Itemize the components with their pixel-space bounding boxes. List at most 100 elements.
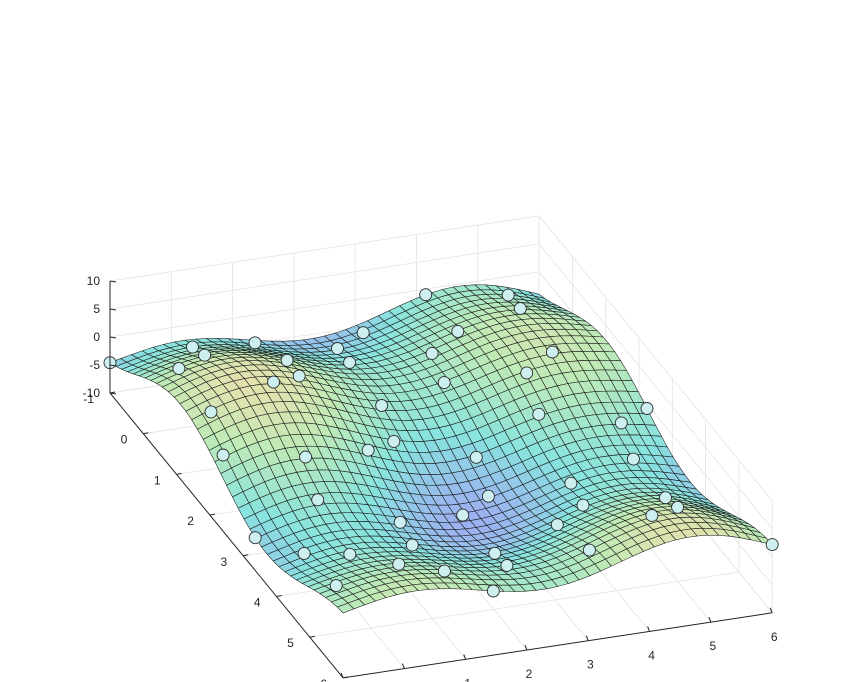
data-marker [387, 434, 401, 448]
z-tick-mark [109, 280, 117, 283]
data-marker [488, 546, 502, 560]
data-marker [356, 326, 370, 340]
data-marker [486, 584, 500, 598]
z-tick-label: -10 [83, 386, 101, 400]
y-tick-mark [340, 672, 344, 679]
x-tick-mark [209, 513, 215, 516]
data-marker [550, 518, 564, 532]
x-tick-mark [109, 391, 116, 394]
data-marker [626, 452, 640, 466]
y-axis-line [343, 612, 773, 679]
data-marker [331, 342, 344, 355]
z-tick-label: 5 [93, 302, 100, 316]
z-tick-label: -5 [89, 358, 100, 372]
data-marker [501, 288, 515, 302]
grid-line [309, 571, 739, 638]
y-tick-label: 1 [464, 676, 471, 682]
y-tick-label: 5 [710, 639, 717, 653]
z-tick-label: 0 [93, 330, 100, 344]
surface-face [336, 602, 355, 614]
data-marker [299, 450, 313, 464]
data-marker [292, 369, 306, 383]
y-tick-mark [401, 663, 405, 669]
x-tick-label: 0 [121, 433, 128, 447]
y-tick-mark [463, 654, 467, 660]
data-marker [248, 531, 262, 545]
x-tick-mark [176, 472, 182, 475]
data-marker [280, 353, 294, 367]
z-tick-label: 10 [87, 274, 101, 288]
data-marker [576, 498, 590, 512]
axis-lines [109, 280, 773, 679]
data-marker [765, 538, 779, 552]
x-tick-label: 2 [187, 514, 194, 528]
y-tick-label: 3 [587, 658, 594, 672]
x-tick-mark [343, 676, 349, 679]
data-marker [375, 399, 389, 412]
y-tick-label: 2 [526, 667, 533, 681]
grid-line [109, 271, 540, 338]
data-marker [437, 376, 451, 390]
z-tick-mark [109, 308, 117, 311]
data-marker [640, 402, 654, 415]
grid-line [109, 243, 540, 310]
x-tick-label: 1 [154, 473, 161, 487]
data-marker [419, 288, 433, 302]
data-marker [545, 345, 559, 359]
y-tick-label: 4 [648, 648, 655, 662]
data-marker [343, 547, 357, 561]
data-marker [172, 362, 186, 375]
data-marker [204, 405, 218, 419]
data-marker [481, 489, 495, 503]
data-marker [393, 515, 407, 529]
data-marker [186, 340, 199, 354]
data-marker [361, 443, 375, 457]
grid-line [538, 215, 773, 502]
data-marker [329, 579, 343, 593]
data-marker [267, 375, 280, 389]
z-tick-mark [109, 336, 117, 339]
x-tick-mark [309, 635, 315, 638]
x-tick-mark [243, 554, 249, 557]
data-marker [645, 509, 659, 522]
data-marker [500, 559, 514, 572]
z-tick-mark [109, 364, 117, 367]
data-marker [216, 448, 230, 462]
x-tick-mark [276, 595, 282, 597]
data-marker [582, 543, 596, 557]
data-marker [297, 546, 311, 560]
data-marker [564, 476, 578, 490]
data-marker [614, 416, 628, 430]
data-marker [343, 356, 357, 369]
x-tick-label: 3 [221, 555, 228, 569]
data-marker [198, 348, 212, 362]
grid-line [109, 215, 540, 282]
data-marker [437, 564, 451, 578]
surface-mesh [109, 284, 773, 614]
data-marker [469, 450, 483, 464]
x-tick-label: 6 [320, 677, 327, 682]
data-marker [513, 302, 527, 315]
data-marker [532, 407, 546, 421]
data-marker [248, 336, 262, 350]
data-marker [451, 324, 465, 338]
x-tick-mark [143, 432, 149, 435]
data-marker [671, 500, 685, 514]
x-tick-label: 5 [287, 636, 294, 650]
grid-line [538, 243, 773, 530]
y-tick-mark [524, 644, 528, 651]
y-tick-mark [769, 607, 773, 613]
data-marker [405, 538, 419, 552]
x-axis-line [109, 392, 344, 679]
data-marker [520, 366, 534, 380]
data-marker [392, 557, 406, 571]
data-markers [103, 288, 779, 598]
y-tick-mark [647, 626, 651, 632]
x-tick-label: 4 [254, 596, 261, 610]
data-marker [425, 346, 439, 360]
y-tick-label: 6 [771, 630, 778, 644]
y-tick-mark [585, 635, 589, 641]
y-tick-mark [708, 616, 712, 623]
